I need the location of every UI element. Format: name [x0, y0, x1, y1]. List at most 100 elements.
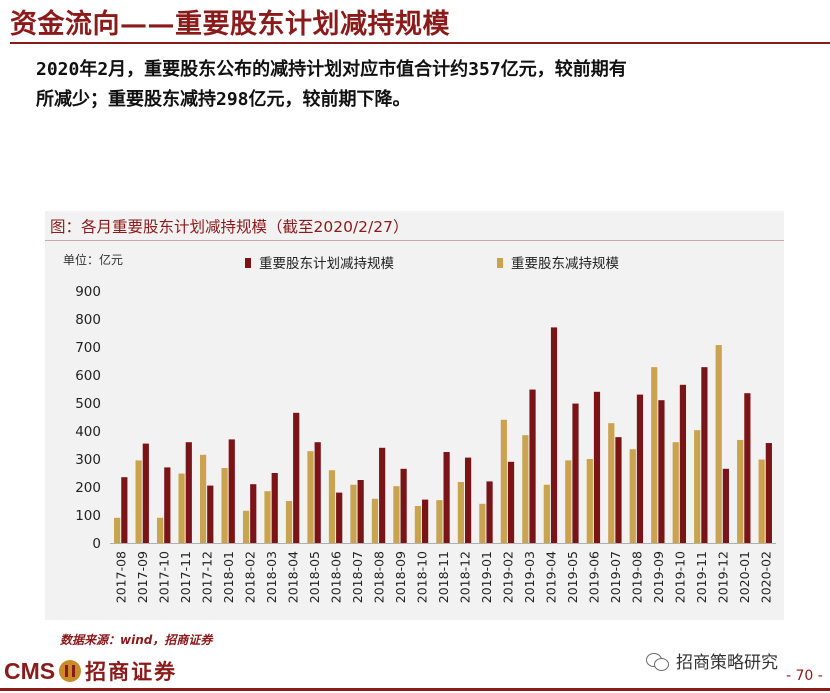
bar-planned-reduction	[228, 439, 235, 543]
bar-planned-reduction	[314, 442, 321, 543]
bar-planned-reduction	[658, 400, 665, 543]
y-tick-label: 400	[75, 424, 101, 440]
bar-planned-reduction	[701, 367, 708, 543]
wechat-icon	[646, 651, 670, 671]
x-tick-label: 2019-03	[522, 551, 537, 603]
chart-caption: 图：各月重要股东计划减持规模（截至2020/2/27）	[50, 218, 409, 236]
x-tick-label: 2017-09	[135, 551, 150, 603]
bar-planned-reduction	[357, 480, 364, 543]
bar-planned-reduction	[336, 492, 343, 543]
bar-actual-reduction	[157, 517, 164, 543]
legend-label-2: 重要股东减持规模	[511, 256, 619, 272]
bar-actual-reduction	[178, 473, 185, 543]
x-tick-label: 2020-01	[737, 551, 752, 603]
x-tick-label: 2019-09	[651, 551, 666, 603]
bar-planned-reduction	[765, 443, 772, 543]
bar-planned-reduction	[486, 481, 493, 543]
summary-text: 2020年2月，重要股东公布的减持计划对应市值合计约357亿元，较前期有 所减少…	[36, 55, 826, 115]
brand-emblem-icon	[59, 660, 82, 682]
bar-planned-reduction	[164, 467, 171, 543]
footer-divider	[0, 688, 830, 691]
caption-divider	[45, 240, 784, 241]
bar-planned-reduction	[422, 499, 429, 543]
wechat-account: 招商策略研究	[646, 648, 778, 673]
bar-planned-reduction	[379, 447, 386, 543]
brand-logo-chinese: 招商证券	[85, 659, 178, 684]
bar-actual-reduction	[135, 460, 142, 543]
bar-planned-reduction	[744, 393, 751, 543]
y-tick-label: 0	[92, 536, 101, 552]
x-tick-label: 2018-08	[372, 551, 387, 603]
bar-planned-reduction	[593, 391, 601, 543]
x-tick-label: 2018-06	[329, 551, 344, 603]
bar-actual-reduction	[672, 442, 679, 543]
y-tick-label: 600	[75, 368, 101, 384]
bar-planned-reduction	[121, 477, 128, 543]
bar-actual-reduction	[414, 506, 422, 543]
x-tick-label: 2019-10	[672, 551, 687, 603]
page-number: - 70 -	[786, 668, 823, 684]
x-tick-label: 2018-05	[307, 551, 322, 603]
bar-planned-reduction	[572, 403, 579, 543]
bar-planned-reduction	[142, 443, 149, 543]
x-tick-label: 2017-08	[114, 551, 129, 603]
x-tick-label: 2019-12	[715, 551, 730, 603]
bar-actual-reduction	[651, 367, 658, 543]
x-tick-label: 2018-09	[393, 551, 408, 603]
x-tick-label: 2018-07	[350, 551, 365, 603]
x-tick-label: 2019-04	[543, 551, 558, 603]
x-tick-label: 2018-03	[264, 551, 279, 603]
bar-actual-reduction	[565, 460, 572, 543]
x-tick-label: 2019-02	[500, 551, 515, 603]
legend-swatch-2	[497, 258, 503, 268]
bar-planned-reduction	[185, 442, 192, 543]
bar-planned-reduction	[529, 389, 536, 543]
bar-actual-reduction	[608, 423, 615, 543]
y-unit-label: 单位：亿元	[63, 252, 123, 267]
bar-actual-reduction	[285, 501, 293, 543]
x-tick-label: 2019-07	[608, 551, 623, 603]
page-title: 资金流向——重要股东计划减持规模	[10, 9, 450, 40]
y-tick-label: 700	[75, 340, 101, 356]
bar-planned-reduction	[550, 327, 558, 543]
x-tick-label: 2018-01	[221, 551, 236, 603]
x-tick-label: 2019-11	[694, 551, 709, 603]
y-tick-label: 200	[75, 480, 101, 496]
bar-planned-reduction	[250, 484, 257, 543]
bar-planned-reduction	[615, 437, 622, 543]
bar-planned-reduction	[400, 468, 407, 543]
bar-actual-reduction	[586, 459, 593, 543]
bar-actual-reduction	[629, 449, 636, 543]
bar-planned-reduction	[207, 485, 214, 543]
bar-actual-reduction	[737, 439, 744, 543]
legend-label-1: 重要股东计划减持规模	[259, 256, 394, 272]
y-tick-label: 500	[75, 396, 101, 412]
bar-planned-reduction	[636, 394, 644, 543]
x-tick-label: 2018-04	[286, 551, 301, 603]
bar-actual-reduction	[350, 484, 357, 543]
bar-actual-reduction	[307, 451, 314, 543]
bar-planned-reduction	[443, 452, 450, 543]
bar-actual-reduction	[199, 454, 207, 543]
summary-line-1: 2020年2月，重要股东公布的减持计划对应市值合计约357亿元，较前期有	[36, 59, 627, 80]
bar-actual-reduction	[522, 435, 529, 543]
bar-actual-reduction	[371, 498, 379, 543]
x-tick-label: 2017-12	[200, 551, 215, 603]
bar-planned-reduction	[507, 461, 515, 543]
x-tick-label: 2019-05	[565, 551, 580, 603]
x-tick-label: 2020-02	[758, 551, 773, 603]
y-tick-label: 800	[75, 312, 101, 328]
x-tick-label: 2019-08	[629, 551, 644, 603]
bar-actual-reduction	[479, 503, 486, 543]
bar-actual-reduction	[694, 430, 701, 543]
title-divider	[10, 42, 830, 44]
x-tick-label: 2019-06	[586, 551, 601, 603]
bar-actual-reduction	[436, 500, 443, 543]
x-tick-label: 2019-01	[479, 551, 494, 603]
bar-actual-reduction	[328, 470, 336, 543]
bar-actual-reduction	[393, 486, 400, 543]
bar-actual-reduction	[543, 484, 550, 543]
x-tick-label: 2017-10	[157, 551, 172, 603]
y-tick-label: 300	[75, 452, 101, 468]
x-tick-label: 2017-11	[178, 551, 193, 603]
